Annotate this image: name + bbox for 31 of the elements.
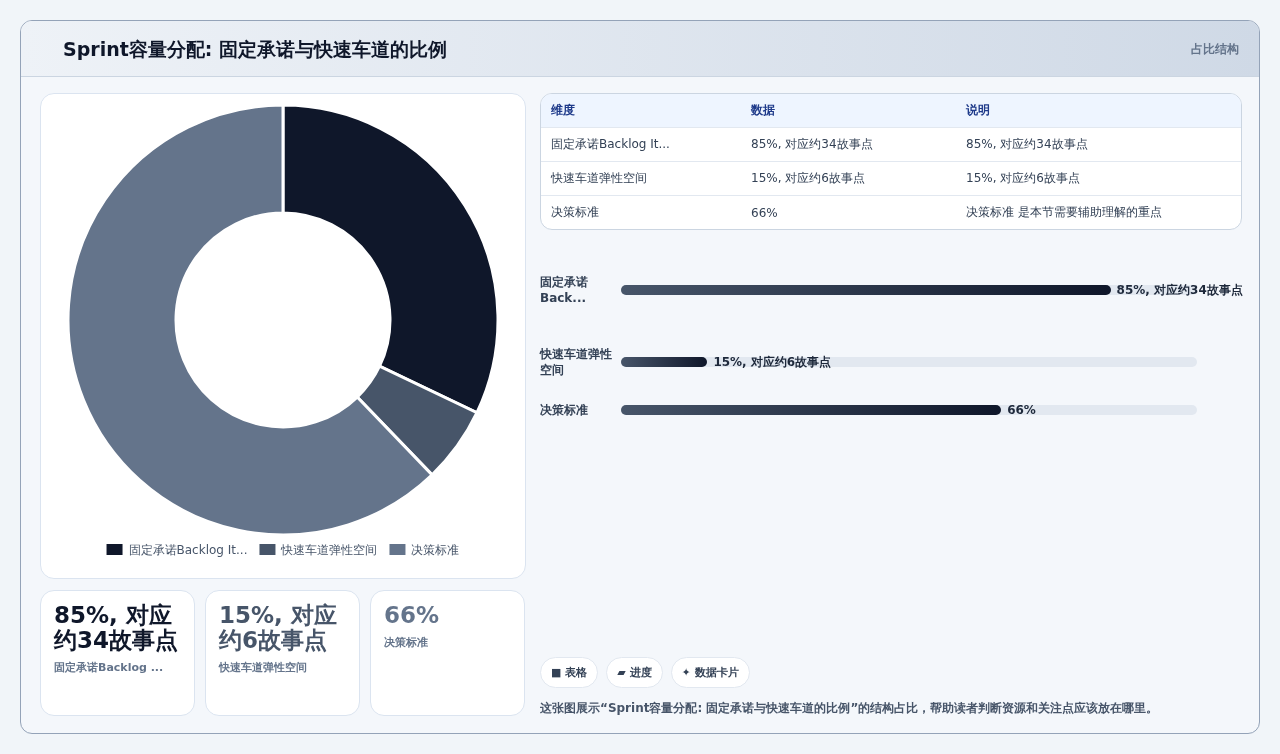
y-tick-label: 决策标准 xyxy=(540,402,589,419)
text: 15%, 对应约6故事点 xyxy=(219,602,338,653)
text: ▰ 进度 xyxy=(606,657,663,688)
text: 15%, 对应约6故事点 xyxy=(956,161,1241,196)
text: 66% xyxy=(384,602,441,628)
text: 固定承诺Backlog It... xyxy=(541,127,741,162)
text: 维度 xyxy=(541,94,741,128)
legend-label: 决策标准 xyxy=(411,543,460,557)
data-label: 66% xyxy=(1007,402,1036,418)
text: 占比结构 xyxy=(1191,41,1239,58)
text: 说明 xyxy=(956,94,1241,128)
text: 66% xyxy=(750,204,779,222)
text: 85%, 对应约34故事点 xyxy=(741,127,956,162)
text: 固定承诺Backlog ... xyxy=(54,660,165,675)
text: 85%, 对应约34故事点 xyxy=(54,602,179,653)
text: ■ 表格 xyxy=(540,657,599,688)
text: ✦ 数据卡片 xyxy=(670,657,750,688)
text: 决策标准 xyxy=(384,635,429,650)
legend-label: 固定承诺Backlog It... xyxy=(128,543,248,557)
y-tick-label: 快速车道弹性空间 xyxy=(540,346,613,378)
text: 85%, 对应约34故事点 xyxy=(956,127,1241,162)
text: 这张图展示“Sprint容量分配: 固定承诺与快速车道的比例”的结构占比，帮助读者判断资源和关注点应该放在哪里。 xyxy=(540,700,1160,717)
text: 数据 xyxy=(741,94,956,128)
text: 决策标准 是本节需要辅助理解的重点 xyxy=(965,204,1163,221)
y-tick-label: 固定承诺Back... xyxy=(540,274,589,306)
text: 快速车道弹性空间 xyxy=(219,660,308,675)
data-label: 15%, 对应约6故事点 xyxy=(713,354,832,370)
text: Sprint容量分配: 固定承诺与快速车道的比例 xyxy=(63,37,447,62)
legend-label: 快速车道弹性空间 xyxy=(280,543,378,557)
text: 15%, 对应约6故事点 xyxy=(741,161,956,196)
data-label: 85%, 对应约34故事点 xyxy=(1116,282,1243,298)
